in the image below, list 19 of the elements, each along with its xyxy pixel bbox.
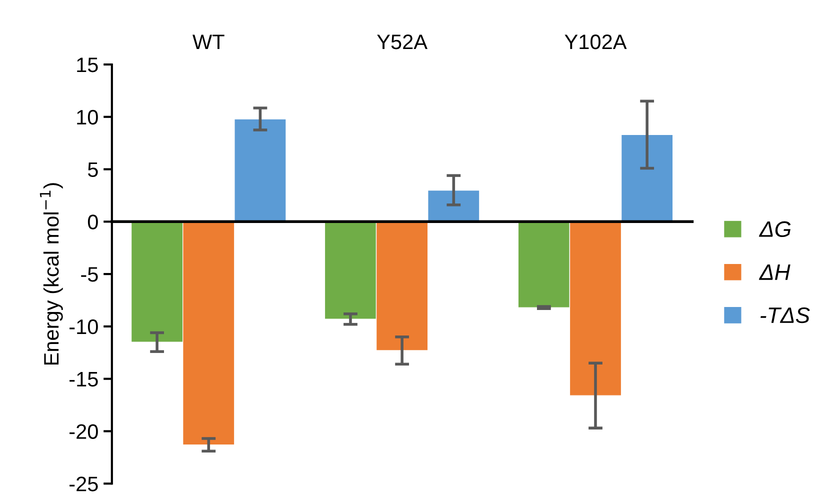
y-tick-label: -15: [70, 372, 98, 387]
legend-label: -TΔS: [760, 307, 810, 324]
legend-label: ΔH: [758, 264, 790, 280]
bar: [428, 190, 480, 222]
y-axis-title: Energy (kcal mol$^{−1}$): [40, 183, 63, 365]
y-tick-label: -25: [70, 476, 98, 492]
y-tick-label: -10: [70, 319, 98, 334]
x-tick-label: WT: [192, 34, 224, 50]
bar: [620, 134, 674, 222]
x-tick-label: Y52A: [377, 34, 428, 50]
x-tick-label: Y102A: [564, 34, 627, 50]
y-tick-label: 10: [77, 110, 98, 125]
y-tick-label: 15: [77, 58, 98, 72]
y-tick-label: 5: [88, 162, 98, 178]
legend-label: ΔG: [758, 221, 791, 238]
y-tick-label: -20: [70, 424, 98, 439]
y-tick-label: 0: [88, 214, 98, 230]
y-tick-label: -5: [81, 267, 98, 282]
bar: [234, 118, 286, 222]
